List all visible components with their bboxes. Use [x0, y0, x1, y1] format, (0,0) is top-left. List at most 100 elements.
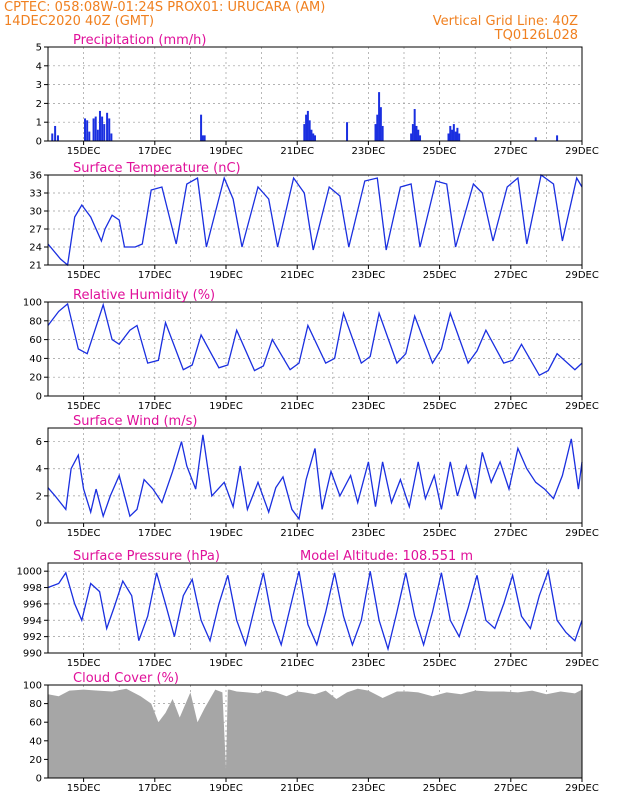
precip-xtick-label: 25DEC	[423, 146, 457, 157]
precip-bar	[51, 133, 54, 141]
pressure-annotation: Model Altitude: 108.551 m	[300, 549, 473, 564]
precip-ytick-label: 3	[36, 80, 42, 91]
cloud-xtick-label: 21DEC	[280, 783, 314, 794]
wind-ytick-label: 4	[36, 464, 42, 475]
wind-frame	[47, 427, 583, 524]
precip-bar	[452, 124, 455, 141]
precip-bar	[381, 125, 384, 141]
precip-bar	[314, 135, 316, 141]
precip-bar	[415, 125, 418, 141]
precip-ytick-label: 2	[36, 99, 42, 110]
wind-ytick-label: 2	[36, 491, 42, 502]
precip-bar	[96, 129, 99, 141]
rh-xtick-label: 17DEC	[138, 401, 172, 412]
cloud-ytick-label: 80	[29, 699, 42, 710]
precip-bar	[378, 92, 381, 141]
header-run-id: TQ0126L028	[494, 28, 578, 43]
wind-xtick-label: 19DEC	[209, 528, 243, 539]
precip-bar	[454, 131, 457, 141]
wind-xtick-label: 27DEC	[494, 528, 528, 539]
pressure-series-line	[47, 568, 583, 652]
precip-bar	[98, 110, 101, 141]
pressure-ytick-label: 1000	[17, 567, 42, 578]
precip-ytick-label: 4	[36, 61, 42, 72]
precip-bar	[94, 116, 97, 141]
rh-xtick-label: 27DEC	[494, 401, 528, 412]
pressure-xtick-label: 15DEC	[67, 658, 101, 669]
precip-bar	[108, 118, 111, 141]
temp-xtick-label: 27DEC	[494, 270, 528, 281]
precip-xtick-label: 21DEC	[280, 146, 314, 157]
precip-bar	[410, 133, 413, 141]
rh-ytick-label: 100	[23, 298, 42, 309]
pressure-xtick-label: 19DEC	[209, 658, 243, 669]
wind-xtick-label: 29DEC	[565, 528, 599, 539]
cloud-xtick-label: 29DEC	[565, 783, 599, 794]
precip-ytick-label: 5	[36, 43, 42, 54]
cloud-xtick-label: 17DEC	[138, 783, 172, 794]
precip-bar	[305, 114, 308, 141]
pressure-xtick-label: 23DEC	[352, 658, 386, 669]
wind-xtick-label: 25DEC	[423, 528, 457, 539]
pressure-ytick-label: 996	[23, 599, 42, 610]
precip-bar	[449, 125, 452, 141]
rh-series-line	[47, 302, 583, 377]
precip-bar	[310, 129, 313, 141]
pressure-title: Surface Pressure (hPa)	[73, 549, 220, 564]
pressure-ytick-label: 992	[23, 632, 42, 643]
pressure-ytick-label: 998	[23, 583, 42, 594]
cloud-cover-area	[48, 688, 582, 778]
precip-bar	[84, 118, 87, 141]
temp-title: Surface Temperature (nC)	[73, 161, 241, 176]
precip-bar	[458, 133, 461, 141]
rh-xtick-label: 29DEC	[565, 401, 599, 412]
cloud-xtick-label: 23DEC	[352, 783, 386, 794]
temp-series-line	[47, 173, 583, 267]
rh-xtick-label: 25DEC	[423, 401, 457, 412]
precip-bar	[376, 114, 379, 141]
precip-bar	[413, 109, 416, 141]
temp-xtick-label: 19DEC	[209, 270, 243, 281]
precip-bar	[110, 133, 113, 141]
precip-frame	[47, 46, 583, 142]
precip-xtick-label: 17DEC	[138, 146, 172, 157]
rh-xtick-label: 23DEC	[352, 401, 386, 412]
cloud-ytick-label: 0	[36, 774, 42, 785]
precip-bar	[417, 129, 420, 141]
precip-bar	[374, 124, 377, 141]
temp-ytick-label: 24	[29, 243, 42, 254]
precip-bar	[200, 114, 203, 141]
pressure-frame	[47, 562, 583, 654]
cloud-xtick-label: 25DEC	[423, 783, 457, 794]
precip-bar	[303, 124, 306, 141]
temp-frame	[47, 174, 583, 266]
precip-bar	[534, 137, 537, 141]
wind-xtick-label: 21DEC	[280, 528, 314, 539]
precip-bar	[308, 120, 311, 141]
cloud-xtick-label: 15DEC	[67, 783, 101, 794]
precip-xtick-label: 27DEC	[494, 146, 528, 157]
precip-xtick-label: 15DEC	[67, 146, 101, 157]
temp-ytick-label: 30	[29, 207, 42, 218]
cloud-ytick-label: 40	[29, 736, 42, 747]
precip-bar	[411, 124, 414, 141]
precip-bar	[456, 127, 459, 141]
cloud-xtick-label: 19DEC	[209, 783, 243, 794]
precip-bar	[419, 135, 422, 141]
rh-xtick-label: 21DEC	[280, 401, 314, 412]
rh-ytick-label: 20	[29, 373, 42, 384]
pressure-xtick-label: 25DEC	[423, 658, 457, 669]
wind-xtick-label: 23DEC	[352, 528, 386, 539]
pressure-xtick-label: 27DEC	[494, 658, 528, 669]
temp-xtick-label: 23DEC	[352, 270, 386, 281]
temp-xtick-label: 17DEC	[138, 270, 172, 281]
precip-bar	[92, 118, 95, 141]
rh-ytick-label: 0	[36, 392, 42, 403]
temp-xtick-label: 15DEC	[67, 270, 101, 281]
rh-xtick-label: 15DEC	[67, 401, 101, 412]
precip-bar	[201, 135, 204, 141]
precip-bar	[306, 110, 309, 141]
temp-xtick-label: 29DEC	[565, 270, 599, 281]
wind-ytick-label: 6	[36, 437, 42, 448]
